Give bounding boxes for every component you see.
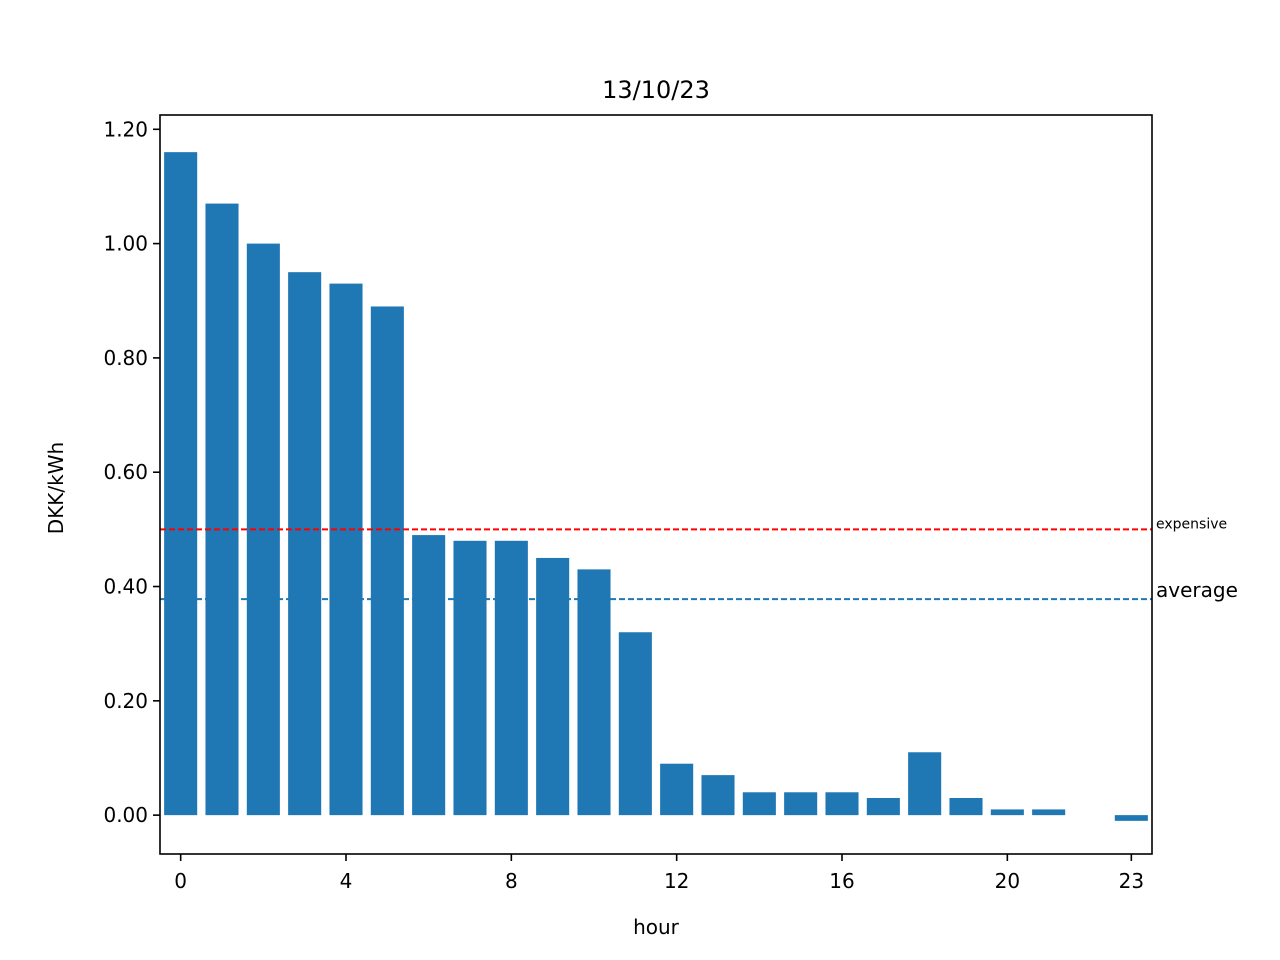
y-tick-label-6: 1.20 xyxy=(103,117,148,141)
y-tick-label-1: 0.20 xyxy=(103,689,148,713)
x-tick-label-0: 0 xyxy=(174,869,187,893)
y-ticks-group: 0.00 0.20 0.40 0.60 0.80 1.00 1.20 xyxy=(103,117,160,827)
bar-hour-4 xyxy=(329,283,363,816)
x-tick-label-23: 23 xyxy=(1119,869,1144,893)
bar-hour-1 xyxy=(205,203,239,816)
bar-hour-11 xyxy=(618,632,652,816)
expensive-label: expensive xyxy=(1156,516,1227,532)
bar-hour-17 xyxy=(866,797,900,816)
axes-frame xyxy=(159,114,1153,855)
x-ticks-group: 0 4 8 12 16 20 23 xyxy=(174,854,1144,893)
bar-hour-16 xyxy=(825,792,859,816)
x-tick-label-12: 12 xyxy=(664,869,689,893)
bar-hour-10 xyxy=(577,569,611,816)
x-tick-label-16: 16 xyxy=(829,869,854,893)
y-tick-label-0: 0.00 xyxy=(103,803,148,827)
bar-hour-8 xyxy=(494,540,528,816)
bar-hour-5 xyxy=(370,306,404,816)
y-tick-label-4: 0.80 xyxy=(103,346,148,370)
average-label: average xyxy=(1156,578,1238,602)
y-axis-label: DKK/kWh xyxy=(44,442,68,534)
bar-hour-23 xyxy=(1114,815,1148,821)
bar-hour-19 xyxy=(949,797,983,816)
bar-hour-3 xyxy=(288,272,322,816)
bar-hour-15 xyxy=(784,792,818,816)
bar-hour-9 xyxy=(536,557,570,816)
y-tick-label-5: 1.00 xyxy=(103,232,148,256)
bar-hour-12 xyxy=(660,763,694,816)
x-tick-label-4: 4 xyxy=(340,869,353,893)
x-tick-label-8: 8 xyxy=(505,869,518,893)
bar-hour-13 xyxy=(701,775,735,816)
bar-hour-20 xyxy=(990,809,1024,816)
bar-hour-14 xyxy=(742,792,776,816)
bar-hour-18 xyxy=(908,752,942,816)
bar-hour-0 xyxy=(164,152,198,816)
bar-hour-21 xyxy=(1032,809,1066,816)
bar-hour-7 xyxy=(453,540,487,816)
y-tick-label-2: 0.40 xyxy=(103,575,148,599)
x-tick-label-20: 20 xyxy=(995,869,1020,893)
y-tick-label-3: 0.60 xyxy=(103,460,148,484)
x-axis-label: hour xyxy=(633,915,680,939)
chart-title: 13/10/23 xyxy=(602,76,710,104)
reference-lines-group: expensive average xyxy=(160,516,1238,602)
bars-group xyxy=(164,152,1148,821)
bar-hour-6 xyxy=(412,535,446,816)
